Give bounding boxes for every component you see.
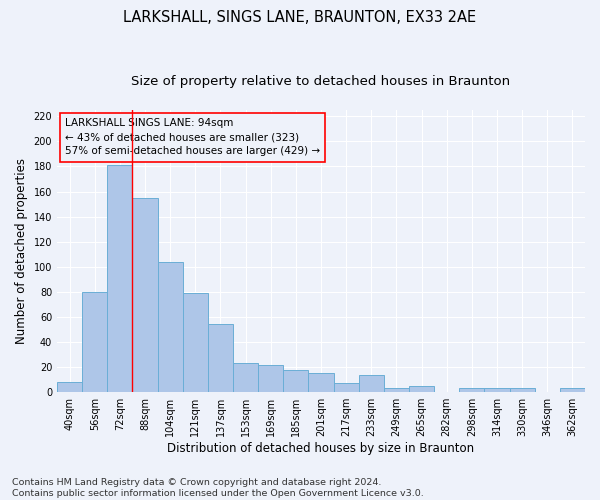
Bar xyxy=(233,364,258,392)
Text: LARKSHALL SINGS LANE: 94sqm
← 43% of detached houses are smaller (323)
57% of se: LARKSHALL SINGS LANE: 94sqm ← 43% of det… xyxy=(65,118,320,156)
Bar xyxy=(158,262,183,392)
Bar xyxy=(107,165,133,392)
Bar xyxy=(384,388,409,392)
Bar xyxy=(308,374,334,392)
Bar xyxy=(258,364,283,392)
Bar xyxy=(560,388,585,392)
Title: Size of property relative to detached houses in Braunton: Size of property relative to detached ho… xyxy=(131,75,511,88)
Bar xyxy=(509,388,535,392)
Bar xyxy=(359,374,384,392)
Y-axis label: Number of detached properties: Number of detached properties xyxy=(15,158,28,344)
Bar xyxy=(459,388,484,392)
Bar xyxy=(82,292,107,392)
Bar xyxy=(334,384,359,392)
Bar xyxy=(283,370,308,392)
Bar xyxy=(484,388,509,392)
Bar xyxy=(409,386,434,392)
Text: Contains HM Land Registry data © Crown copyright and database right 2024.
Contai: Contains HM Land Registry data © Crown c… xyxy=(12,478,424,498)
Bar xyxy=(183,293,208,392)
Text: LARKSHALL, SINGS LANE, BRAUNTON, EX33 2AE: LARKSHALL, SINGS LANE, BRAUNTON, EX33 2A… xyxy=(124,10,476,25)
X-axis label: Distribution of detached houses by size in Braunton: Distribution of detached houses by size … xyxy=(167,442,475,455)
Bar xyxy=(57,382,82,392)
Bar xyxy=(133,198,158,392)
Bar xyxy=(208,324,233,392)
